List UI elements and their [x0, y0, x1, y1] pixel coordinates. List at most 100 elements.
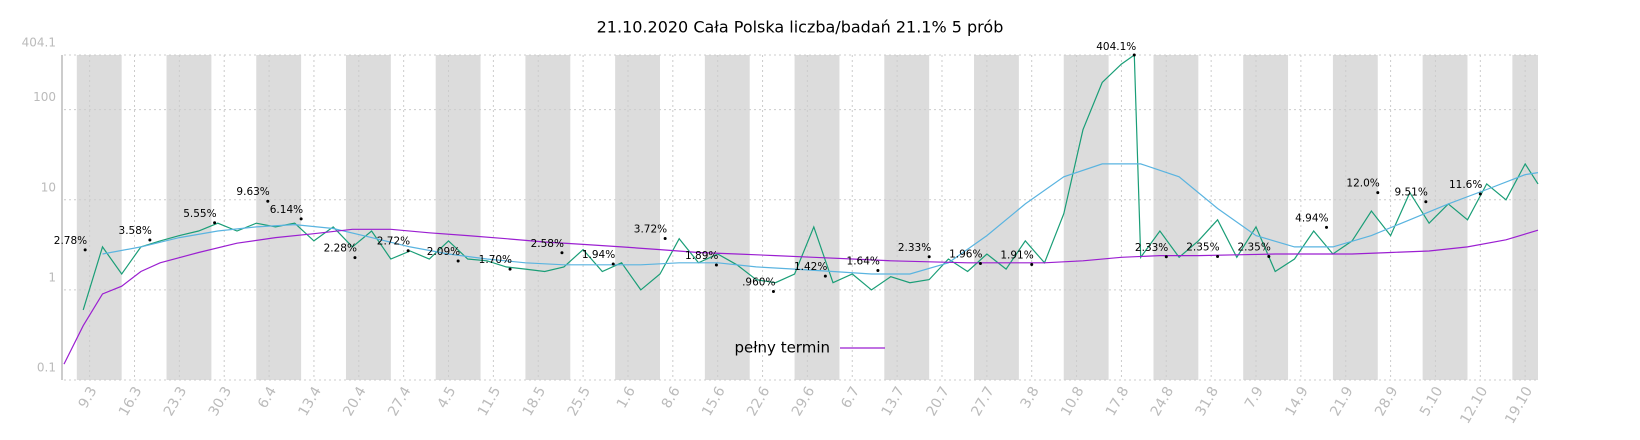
- annotation-label: .960%: [742, 276, 775, 288]
- annotation-label: 2.33%: [1135, 242, 1168, 254]
- x-tick-label: 5.10: [1417, 384, 1446, 419]
- week-band: [1153, 55, 1199, 380]
- annotation-point: [978, 262, 982, 266]
- annotation-label: 6.14%: [270, 204, 303, 216]
- annotation-label: 1.42%: [794, 261, 827, 273]
- annotation-point: [560, 251, 564, 255]
- annotation-point: [823, 274, 827, 278]
- x-tick-label: 23.3: [161, 384, 190, 419]
- x-tick-label: 8.6: [659, 384, 684, 411]
- x-tick-label: 25.5: [565, 384, 594, 419]
- y-tick-label: 10: [41, 180, 56, 194]
- x-tick-label: 15.6: [699, 384, 728, 419]
- annotation-label: 404.1%: [1096, 41, 1136, 53]
- annotation-label: 2.09%: [427, 246, 460, 258]
- annotation-point: [1164, 255, 1168, 259]
- x-tick-label: 7.9: [1242, 384, 1267, 411]
- annotation-point: [213, 221, 217, 225]
- annotation-label: 9.51%: [1394, 187, 1427, 199]
- annotation-point: [299, 217, 303, 221]
- x-tick-label: 17.8: [1103, 384, 1132, 419]
- annotation-label: 4.94%: [1295, 212, 1328, 224]
- x-tick-label: 12.10: [1457, 384, 1491, 427]
- annotation-point: [876, 269, 880, 273]
- week-band: [1243, 55, 1289, 380]
- annotation-label: 1.64%: [847, 256, 880, 268]
- x-tick-label: 18.5: [520, 384, 549, 419]
- x-tick-label: 9.3: [76, 384, 101, 411]
- annotation-label: 2.58%: [531, 238, 564, 250]
- annotation-point: [148, 238, 152, 242]
- annotation-point: [1325, 225, 1329, 229]
- annotation-label: 12.0%: [1346, 178, 1379, 190]
- x-tick-label: 22.6: [744, 384, 773, 419]
- x-tick-label: 4.5: [434, 384, 459, 411]
- annotation-point: [927, 255, 931, 259]
- y-tick-label: 1: [48, 270, 56, 284]
- chart-title: 21.10.2020 Cała Polska liczba/badań 21.1…: [597, 18, 1004, 37]
- annotation-label: 9.63%: [236, 186, 269, 198]
- annotation-label: 2.35%: [1237, 241, 1270, 253]
- annotation-point: [406, 249, 410, 253]
- annotation-label: 1.91%: [1000, 250, 1033, 262]
- week-band: [884, 55, 930, 380]
- annotation-label: 2.78%: [54, 235, 87, 247]
- week-band: [256, 55, 302, 380]
- week-band: [1332, 55, 1378, 380]
- x-tick-label: 3.8: [1018, 384, 1043, 411]
- annotation-point: [1267, 254, 1271, 258]
- x-tick-label: 16.3: [116, 384, 145, 419]
- annotation-point: [456, 259, 460, 263]
- y-tick-label: 100: [33, 90, 56, 104]
- legend-label: pełny termin: [735, 339, 830, 357]
- x-tick-label: 30.3: [206, 384, 235, 419]
- week-band: [525, 55, 571, 380]
- annotation-label: 2.28%: [324, 243, 357, 255]
- annotation-label: 3.72%: [634, 223, 667, 235]
- annotation-label: 2.35%: [1186, 241, 1219, 253]
- series-line: [63, 228, 1539, 365]
- annotation-point: [266, 199, 270, 203]
- annotation-label: 2.33%: [898, 242, 931, 254]
- annotation-label: 3.58%: [119, 225, 152, 237]
- annotation-label: 11.6%: [1449, 179, 1482, 191]
- annotation-label: 2.72%: [377, 236, 410, 248]
- annotation-point: [1424, 200, 1428, 204]
- y-tick-label: 0.1: [37, 361, 56, 375]
- week-band: [1063, 55, 1109, 380]
- annotation-point: [1216, 254, 1220, 258]
- week-band: [345, 55, 391, 380]
- y-tick-label: 404.1: [22, 36, 56, 50]
- annotation-label: 5.55%: [183, 208, 216, 220]
- week-band: [974, 55, 1019, 380]
- x-tick-label: 27.7: [968, 384, 997, 419]
- x-tick-label: 1.6: [614, 384, 639, 411]
- annotation-point: [714, 263, 718, 267]
- annotation-point: [1132, 53, 1136, 57]
- x-tick-label: 11.5: [475, 384, 504, 419]
- x-tick-label: 10.8: [1058, 384, 1087, 419]
- annotation-point: [353, 256, 357, 260]
- annotation-label: 1.96%: [949, 249, 982, 261]
- annotation-label: 1.70%: [479, 254, 512, 266]
- annotation-point: [83, 248, 87, 252]
- annotation-label: 1.89%: [685, 250, 718, 262]
- annotation-point: [611, 262, 615, 266]
- x-tick-label: 6.7: [838, 384, 863, 411]
- x-tick-label: 31.8: [1193, 384, 1222, 419]
- week-band: [435, 55, 481, 380]
- annotation-point: [1030, 263, 1034, 267]
- x-tick-label: 27.4: [385, 384, 414, 419]
- x-tick-label: 14.9: [1282, 384, 1311, 419]
- week-band: [704, 55, 750, 380]
- background: [76, 55, 1538, 380]
- x-tick-label: 21.9: [1327, 384, 1356, 419]
- annotation-point: [1478, 192, 1482, 196]
- x-tick-label: 28.9: [1372, 384, 1401, 419]
- annotation-point: [508, 267, 512, 271]
- annotation-label: 1.94%: [582, 249, 615, 261]
- annotation-point: [771, 289, 775, 293]
- x-tick-label: 6.4: [255, 384, 280, 411]
- x-tick-label: 19.10: [1502, 384, 1536, 427]
